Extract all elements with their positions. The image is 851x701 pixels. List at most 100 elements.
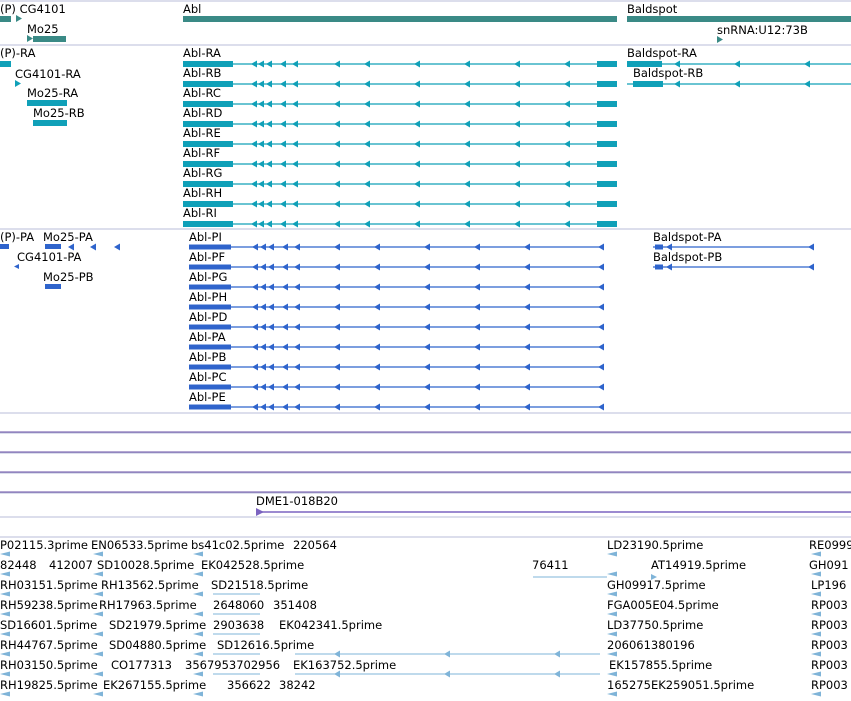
transcript-label[interactable]: Abl-RF (183, 146, 220, 160)
protein-label[interactable]: Abl-PD (189, 310, 227, 324)
transcript-label[interactable]: Abl-RA (183, 46, 221, 60)
est-label[interactable]: 165275 (607, 678, 651, 692)
est-glyph[interactable] (0, 651, 10, 657)
est-glyph[interactable] (607, 631, 617, 637)
transcript-exon[interactable] (597, 121, 617, 127)
est-label[interactable]: RH17963.5prime (99, 598, 197, 612)
est-glyph[interactable] (0, 571, 10, 577)
transcript-exon[interactable] (27, 100, 67, 106)
protein-label[interactable]: Abl-PF (189, 250, 225, 264)
transcript-exon[interactable] (183, 141, 233, 147)
est-label[interactable]: 220564 (293, 538, 337, 552)
transcript-label[interactable]: CG4101-RA (15, 67, 81, 81)
est-glyph[interactable] (0, 691, 10, 697)
est-glyph[interactable] (193, 611, 203, 617)
est-label[interactable]: RP003 (811, 678, 848, 692)
gene-bar-abl[interactable] (183, 16, 617, 22)
est-label[interactable]: EN06533.5prime (91, 538, 188, 552)
est-label[interactable]: EK259051.5prime (651, 678, 754, 692)
protein-block[interactable] (189, 264, 231, 270)
est-label[interactable]: GH09917.5prime (607, 578, 706, 592)
transcript-exon[interactable] (597, 221, 617, 227)
est-glyph[interactable] (0, 671, 10, 677)
est-glyph[interactable] (193, 651, 203, 657)
est-label[interactable]: SD10028.5prime (97, 558, 194, 572)
est-label[interactable]: RP003 (811, 638, 848, 652)
est-glyph[interactable] (193, 631, 203, 637)
est-label[interactable]: SD21979.5prime (109, 618, 206, 632)
protein-block[interactable] (189, 244, 231, 250)
est-glyph[interactable] (93, 611, 103, 617)
transcript-label[interactable]: Abl-RB (183, 66, 222, 80)
transcript-exon[interactable] (183, 221, 233, 227)
est-label[interactable]: EK163752.5prime (293, 658, 396, 672)
est-label[interactable]: RH19825.5prime (0, 678, 98, 692)
protein-block[interactable] (189, 284, 231, 290)
protein-label[interactable]: Abl-PC (189, 370, 226, 384)
est-label[interactable]: RH13562.5prime (101, 578, 199, 592)
protein-label[interactable]: CG4101-PA (17, 250, 82, 264)
protein-label[interactable]: Mo25-PB (43, 270, 94, 284)
transcript-exon[interactable] (597, 101, 617, 107)
est-glyph[interactable] (93, 631, 103, 637)
est-glyph[interactable] (651, 574, 657, 580)
est-label[interactable]: LD37750.5prime (607, 618, 703, 632)
transcript-exon[interactable] (183, 61, 233, 67)
est-glyph[interactable] (193, 551, 203, 557)
transcript-exon[interactable] (183, 201, 233, 207)
transcript-exon[interactable] (597, 81, 617, 87)
transcript-exon[interactable] (183, 101, 233, 107)
gene-label[interactable]: (P) CG4101 (0, 2, 66, 16)
est-glyph[interactable] (93, 571, 103, 577)
protein-block[interactable] (189, 324, 231, 330)
est-glyph[interactable] (193, 571, 203, 577)
est-glyph[interactable] (811, 591, 821, 597)
transcript-label[interactable]: Abl-RC (183, 86, 221, 100)
protein-label[interactable]: (P)-PA (0, 230, 34, 244)
est-label[interactable]: SD21518.5prime (211, 578, 308, 592)
est-label[interactable]: P02115.3prime (0, 538, 88, 552)
protein-block[interactable] (189, 364, 231, 370)
est-glyph[interactable] (93, 551, 103, 557)
est-label[interactable]: 38242 (279, 678, 316, 692)
gene-bar-mo25[interactable] (33, 36, 66, 42)
gene-label[interactable]: Abl (183, 2, 201, 16)
protein-label[interactable]: Mo25-PA (43, 230, 93, 244)
est-glyph[interactable] (0, 591, 10, 597)
est-glyph[interactable] (607, 611, 617, 617)
transcript-exon[interactable] (183, 181, 233, 187)
est-label[interactable]: RH03151.5prime (0, 578, 98, 592)
transcript-label[interactable]: Mo25-RA (27, 86, 78, 100)
est-label[interactable]: 2648060 (213, 598, 264, 612)
est-glyph[interactable] (811, 671, 821, 677)
protein-label[interactable]: Abl-PA (189, 330, 226, 344)
transcript-label[interactable]: Mo25-RB (33, 106, 85, 120)
protein-block[interactable] (45, 284, 61, 289)
est-glyph[interactable] (811, 691, 821, 697)
gene-bar-baldspot[interactable] (627, 16, 851, 22)
est-glyph[interactable] (0, 631, 10, 637)
est-label[interactable]: RH03150.5prime (0, 658, 98, 672)
est-label[interactable]: SD04880.5prime (109, 638, 206, 652)
est-label[interactable]: SD12616.5prime (217, 638, 314, 652)
tiling-clone-label[interactable]: DME1-018B20 (256, 494, 338, 508)
protein-label[interactable]: Abl-PE (189, 390, 226, 404)
protein-block[interactable] (189, 384, 231, 390)
est-glyph[interactable] (0, 611, 10, 617)
est-glyph[interactable] (193, 691, 203, 697)
protein-label[interactable]: Abl-PH (189, 290, 227, 304)
transcript-label[interactable]: Abl-RD (183, 106, 223, 120)
est-glyph[interactable] (93, 591, 103, 597)
est-label[interactable]: 82448 (0, 558, 37, 572)
est-label[interactable]: 351408 (273, 598, 317, 612)
protein-block[interactable] (45, 244, 61, 249)
gene-bar-cg4101-left[interactable] (0, 16, 11, 22)
transcript-exon[interactable] (183, 121, 233, 127)
est-glyph[interactable] (811, 571, 821, 577)
transcript-label[interactable]: (P)-RA (0, 46, 36, 60)
transcript-exon[interactable] (597, 61, 617, 67)
est-label[interactable]: CO177313 (111, 658, 172, 672)
protein-block[interactable] (0, 244, 9, 249)
est-label[interactable]: RH44767.5prime (0, 638, 98, 652)
protein-label[interactable]: Abl-PI (189, 230, 222, 244)
